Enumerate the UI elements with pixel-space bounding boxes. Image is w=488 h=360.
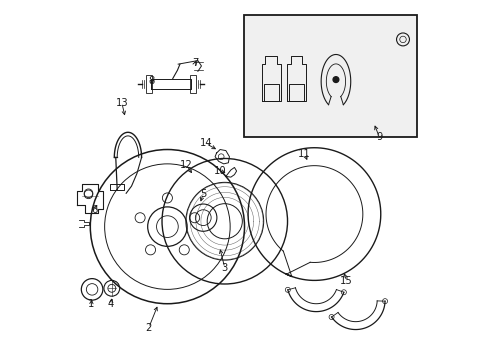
Text: 11: 11 [298,149,310,159]
Text: 1: 1 [88,299,94,309]
Text: 5: 5 [200,189,206,199]
Text: 3: 3 [221,263,227,273]
Bar [244,15,416,137]
Text: 7: 7 [191,58,198,68]
Bar [190,75,196,93]
Circle shape [332,77,338,82]
Text: 10: 10 [213,166,226,176]
Text: 2: 2 [145,323,152,333]
Text: 8: 8 [148,76,155,86]
Bar [145,75,151,93]
Text: 12: 12 [180,160,192,170]
Text: 6: 6 [91,206,98,216]
Text: 4: 4 [108,299,114,309]
Text: 9: 9 [375,132,382,142]
Text: 13: 13 [115,98,128,108]
Text: 15: 15 [340,276,352,286]
Text: 14: 14 [199,139,212,148]
